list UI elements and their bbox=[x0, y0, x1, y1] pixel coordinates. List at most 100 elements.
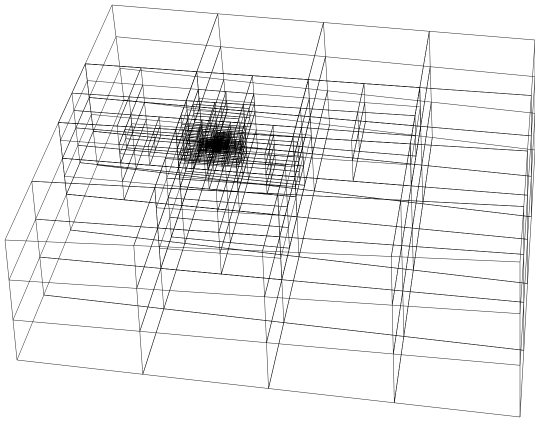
cell-edge bbox=[177, 125, 182, 140]
cell-edge bbox=[243, 176, 272, 179]
cell-edge bbox=[265, 150, 269, 165]
cell-edge bbox=[403, 228, 413, 291]
cell-edge bbox=[236, 153, 237, 163]
cell-edge bbox=[170, 187, 181, 218]
cell-edge bbox=[416, 136, 417, 156]
cell-edge bbox=[161, 237, 172, 269]
cell-edge bbox=[401, 200, 402, 245]
cell-edge bbox=[265, 155, 266, 165]
cell-edge bbox=[411, 186, 412, 228]
cell-edge bbox=[183, 138, 197, 139]
cell-edge bbox=[143, 85, 199, 89]
cell-edge bbox=[159, 117, 188, 119]
cell-edge bbox=[275, 154, 303, 157]
cell-edge bbox=[140, 268, 161, 331]
cell-edge bbox=[117, 126, 119, 144]
cell-edge bbox=[17, 295, 44, 360]
cell-edge bbox=[171, 237, 230, 243]
cell-edge bbox=[137, 288, 265, 296]
cell-edge bbox=[254, 94, 309, 98]
cell-edge bbox=[211, 126, 240, 128]
cell-edge bbox=[218, 14, 324, 23]
cell-edge bbox=[242, 167, 271, 169]
cell-edge bbox=[429, 31, 535, 40]
cell-edge bbox=[149, 156, 178, 158]
cell-edge bbox=[159, 248, 161, 268]
cell-edge bbox=[303, 156, 304, 166]
cell-edge bbox=[239, 119, 240, 129]
cell-edge bbox=[131, 115, 132, 124]
cell-edge bbox=[420, 88, 421, 107]
cell-edge bbox=[247, 161, 275, 164]
wireframe-view bbox=[0, 0, 535, 424]
cell-edge bbox=[267, 280, 282, 343]
cell-edge bbox=[253, 76, 254, 94]
cell-edge bbox=[116, 37, 120, 69]
cell-edge bbox=[185, 126, 199, 127]
cell-edge bbox=[178, 163, 193, 164]
cell-edge bbox=[141, 68, 143, 85]
cell-edge bbox=[282, 280, 284, 323]
cell-edge bbox=[284, 323, 404, 337]
cell-edge bbox=[211, 112, 216, 127]
cell-edge bbox=[74, 111, 76, 128]
cell-edge bbox=[254, 103, 255, 112]
cell-edge bbox=[247, 151, 248, 160]
cell-edge bbox=[394, 336, 404, 402]
cell-edge bbox=[59, 123, 61, 141]
cell-edge bbox=[269, 125, 273, 140]
cell-edge bbox=[182, 206, 240, 212]
cell-edge bbox=[271, 169, 272, 179]
cell-edge bbox=[230, 211, 239, 243]
cell-edge bbox=[365, 103, 366, 122]
cell-edge bbox=[224, 80, 328, 91]
cell-edge bbox=[140, 331, 267, 342]
cell-edge bbox=[119, 145, 148, 147]
cell-edge bbox=[314, 191, 423, 204]
octree-wireframe bbox=[5, 5, 535, 417]
cell-edge bbox=[352, 161, 353, 182]
cell-edge bbox=[159, 217, 170, 248]
cell-edge bbox=[215, 103, 216, 112]
cell-edge bbox=[194, 113, 222, 115]
cell-edge bbox=[158, 198, 169, 228]
cell-edge bbox=[93, 131, 97, 165]
cell-edge bbox=[285, 165, 286, 186]
cell-edge bbox=[255, 112, 310, 117]
cell-edge bbox=[279, 186, 287, 215]
cell-edge bbox=[295, 152, 299, 167]
cell-edge bbox=[358, 84, 364, 112]
cell-edge bbox=[5, 240, 9, 280]
cell-edge bbox=[145, 102, 200, 107]
cell-edge bbox=[286, 186, 287, 207]
cell-edge bbox=[431, 102, 432, 137]
cell-edge bbox=[430, 67, 431, 102]
cell-edge bbox=[393, 354, 520, 365]
cell-edge bbox=[422, 165, 423, 204]
cell-edge bbox=[188, 119, 202, 120]
cell-edge bbox=[199, 98, 200, 107]
cell-edge bbox=[36, 158, 63, 219]
cell-edge bbox=[352, 112, 358, 140]
cell-edge bbox=[156, 208, 157, 228]
cell-edge bbox=[170, 217, 229, 222]
cell-edge bbox=[263, 251, 265, 297]
cell-edge bbox=[393, 291, 403, 354]
cell-edge bbox=[154, 132, 183, 134]
cell-edge bbox=[137, 288, 140, 331]
cell-edge bbox=[359, 132, 360, 152]
cell-edge bbox=[250, 118, 251, 127]
cell-edge bbox=[221, 47, 224, 80]
cell-edge bbox=[117, 97, 129, 126]
cell-edge bbox=[178, 158, 193, 159]
cell-edge bbox=[91, 114, 93, 131]
cell-edge bbox=[412, 228, 527, 239]
cell-edge bbox=[265, 297, 267, 343]
cell-edge bbox=[197, 72, 199, 90]
cell-edge bbox=[298, 137, 302, 152]
cell-edge bbox=[314, 125, 329, 191]
cell-edge bbox=[402, 186, 412, 246]
cell-edge bbox=[296, 197, 297, 217]
cell-edge bbox=[182, 110, 187, 125]
cell-edge bbox=[121, 148, 127, 163]
